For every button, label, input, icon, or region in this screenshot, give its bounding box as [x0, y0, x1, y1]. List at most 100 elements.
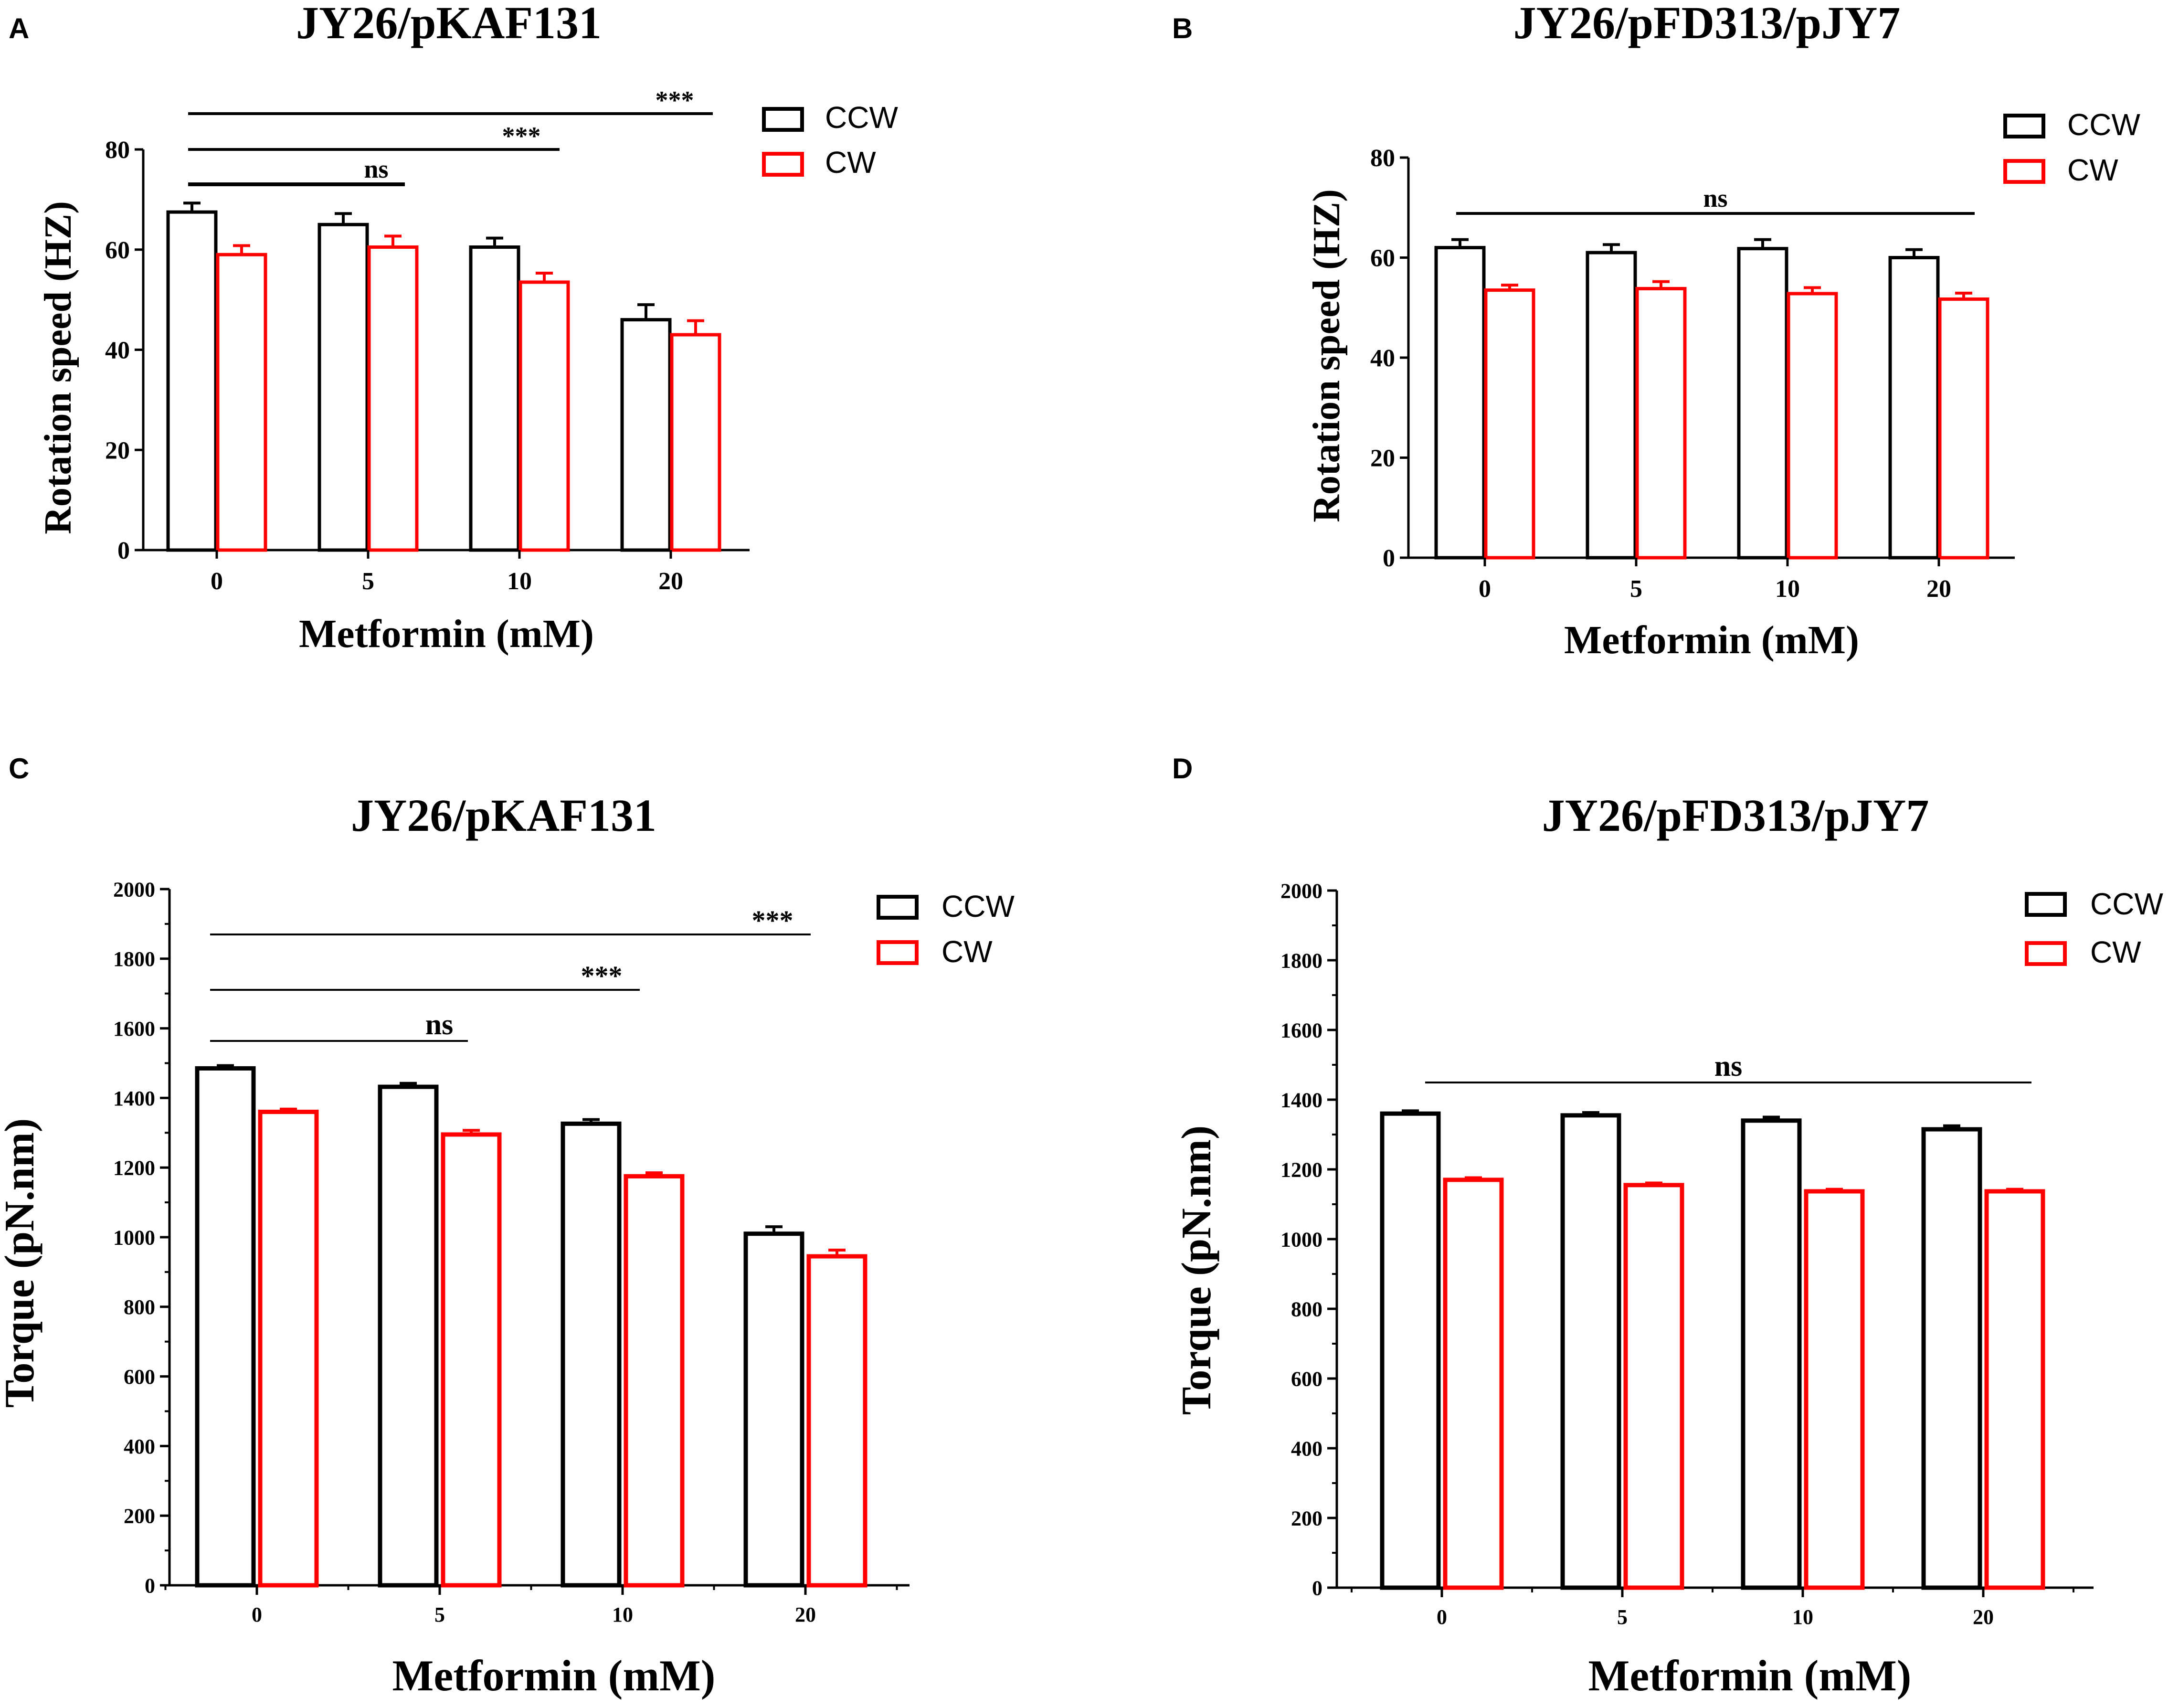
y-axis-label: Torque (pN.nm)	[0, 1118, 43, 1408]
bar-cw	[518, 280, 570, 552]
x-tick-label: 0	[1437, 1605, 1447, 1629]
panel-b: B JY26/pFD313/pJY7 Metformin (mM) Rotati…	[1172, 0, 2140, 662]
legend-label-cw: CW	[941, 934, 993, 969]
legend-swatch-ccw	[762, 107, 804, 132]
bar-ccw	[1888, 256, 1940, 560]
bar-cw	[1484, 288, 1535, 560]
bar-ccw	[1434, 246, 1486, 560]
chart-title: JY26/pKAF131	[296, 0, 602, 48]
legend-label-cw: CW	[2067, 153, 2118, 187]
x-tick-label: 10	[612, 1603, 633, 1626]
bar-ccw	[469, 245, 520, 552]
y-tick-label: 1400	[113, 1087, 155, 1110]
bar-cw	[624, 1174, 685, 1588]
x-tick-label: 5	[1617, 1605, 1628, 1629]
significance-label: ns	[1703, 184, 1727, 212]
chart-title: JY26/pFD313/pJY7	[1542, 790, 1929, 841]
bar-cw	[1443, 1178, 1504, 1590]
bar-cw	[258, 1110, 319, 1588]
x-tick-label: 10	[507, 568, 532, 595]
legend: CCW CW	[2025, 887, 2163, 969]
bar-ccw	[743, 1231, 804, 1588]
bar-cw	[1984, 1189, 2045, 1590]
y-tick-label: 0	[1383, 545, 1395, 572]
legend-label-ccw: CCW	[2090, 887, 2163, 921]
bar-cw	[806, 1254, 867, 1588]
panel-c: C JY26/pKAF131 Metformin (mM) Torque (pN…	[0, 753, 1015, 1700]
y-tick-label: 200	[1291, 1506, 1322, 1530]
legend-swatch-cw	[877, 940, 919, 965]
y-tick-label: 200	[124, 1505, 155, 1528]
legend-swatch-ccw	[2003, 114, 2045, 138]
bar-ccw	[1741, 1118, 1802, 1590]
bar-cw	[441, 1132, 502, 1588]
legend-label-ccw: CCW	[2067, 107, 2140, 142]
panel-letter: B	[1172, 12, 1193, 44]
panel-letter: C	[9, 753, 29, 785]
legend: CCW CW	[2003, 107, 2140, 187]
bar-cw	[1804, 1189, 1865, 1590]
chart-title: JY26/pKAF131	[351, 790, 656, 841]
x-tick-label: 0	[252, 1603, 262, 1626]
significance-label: ***	[752, 905, 793, 936]
y-tick-label: 1600	[1280, 1018, 1322, 1042]
legend-swatch-ccw	[877, 895, 919, 920]
x-tick-label: 20	[1973, 1605, 1994, 1629]
y-tick-label: 2000	[113, 878, 155, 901]
y-tick-label: 1400	[1280, 1088, 1322, 1112]
bar-ccw	[378, 1084, 439, 1588]
panel-a: A JY26/pKAF131 Metformin (mM) Rotation s…	[9, 0, 898, 656]
x-tick-label: 0	[1479, 575, 1491, 603]
x-tick-label: 10	[1792, 1605, 1813, 1629]
bar-ccw	[166, 210, 218, 552]
legend-label-ccw: CCW	[825, 100, 898, 135]
y-axis-label: Torque (pN.nm)	[1174, 1125, 1220, 1415]
x-tick-label: 20	[795, 1603, 816, 1626]
bar-ccw	[561, 1121, 622, 1588]
y-tick-label: 1000	[1280, 1228, 1322, 1251]
bar-ccw	[317, 223, 369, 552]
x-tick-label: 0	[211, 568, 223, 595]
panel-d: D JY26/pFD313/pJY7 Metformin (mM) Torque…	[1172, 753, 2163, 1700]
y-tick-label: 60	[1370, 245, 1395, 272]
x-axis-label: Metformin (mM)	[1564, 618, 1859, 662]
legend-swatch-ccw	[2025, 892, 2067, 917]
bar-ccw	[1586, 251, 1637, 560]
y-tick-label: 400	[124, 1435, 155, 1458]
significance-label: ***	[581, 960, 623, 991]
y-tick-label: 80	[105, 137, 130, 164]
bar-cw	[1938, 297, 1989, 560]
legend-label-cw: CW	[2090, 935, 2141, 969]
legend: CCW CW	[877, 889, 1015, 969]
y-tick-label: 1200	[1280, 1158, 1322, 1181]
bar-ccw	[195, 1066, 256, 1588]
y-tick-label: 40	[105, 337, 130, 364]
y-tick-label: 600	[124, 1365, 155, 1389]
significance-label: ns	[364, 155, 388, 183]
bar-ccw	[1560, 1113, 1621, 1590]
x-axis-label: Metformin (mM)	[1588, 1651, 1912, 1700]
y-axis-label: Rotation speed (HZ)	[37, 201, 79, 534]
y-tick-label: 400	[1291, 1437, 1322, 1460]
x-axis-label: Metformin (mM)	[299, 612, 594, 656]
x-tick-label: 5	[1630, 575, 1642, 603]
x-tick-label: 5	[362, 568, 374, 595]
bar-cw	[367, 245, 419, 552]
y-tick-label: 0	[117, 537, 130, 564]
legend-label-cw: CW	[825, 145, 876, 180]
chart-title: JY26/pFD313/pJY7	[1513, 0, 1901, 48]
y-tick-label: 20	[1370, 445, 1395, 472]
bar-cw	[1787, 292, 1838, 560]
significance-label: ***	[502, 122, 541, 150]
y-axis-label: Rotation speed (HZ)	[1306, 189, 1348, 522]
y-tick-label: 600	[1291, 1367, 1322, 1390]
y-tick-label: 20	[105, 437, 130, 464]
y-tick-label: 0	[145, 1574, 155, 1597]
bar-cw	[1623, 1183, 1684, 1590]
y-tick-label: 1800	[1280, 949, 1322, 972]
y-tick-label: 1200	[113, 1156, 155, 1180]
y-tick-label: 80	[1370, 145, 1395, 172]
bar-ccw	[1737, 247, 1788, 560]
x-tick-label: 20	[658, 568, 683, 595]
